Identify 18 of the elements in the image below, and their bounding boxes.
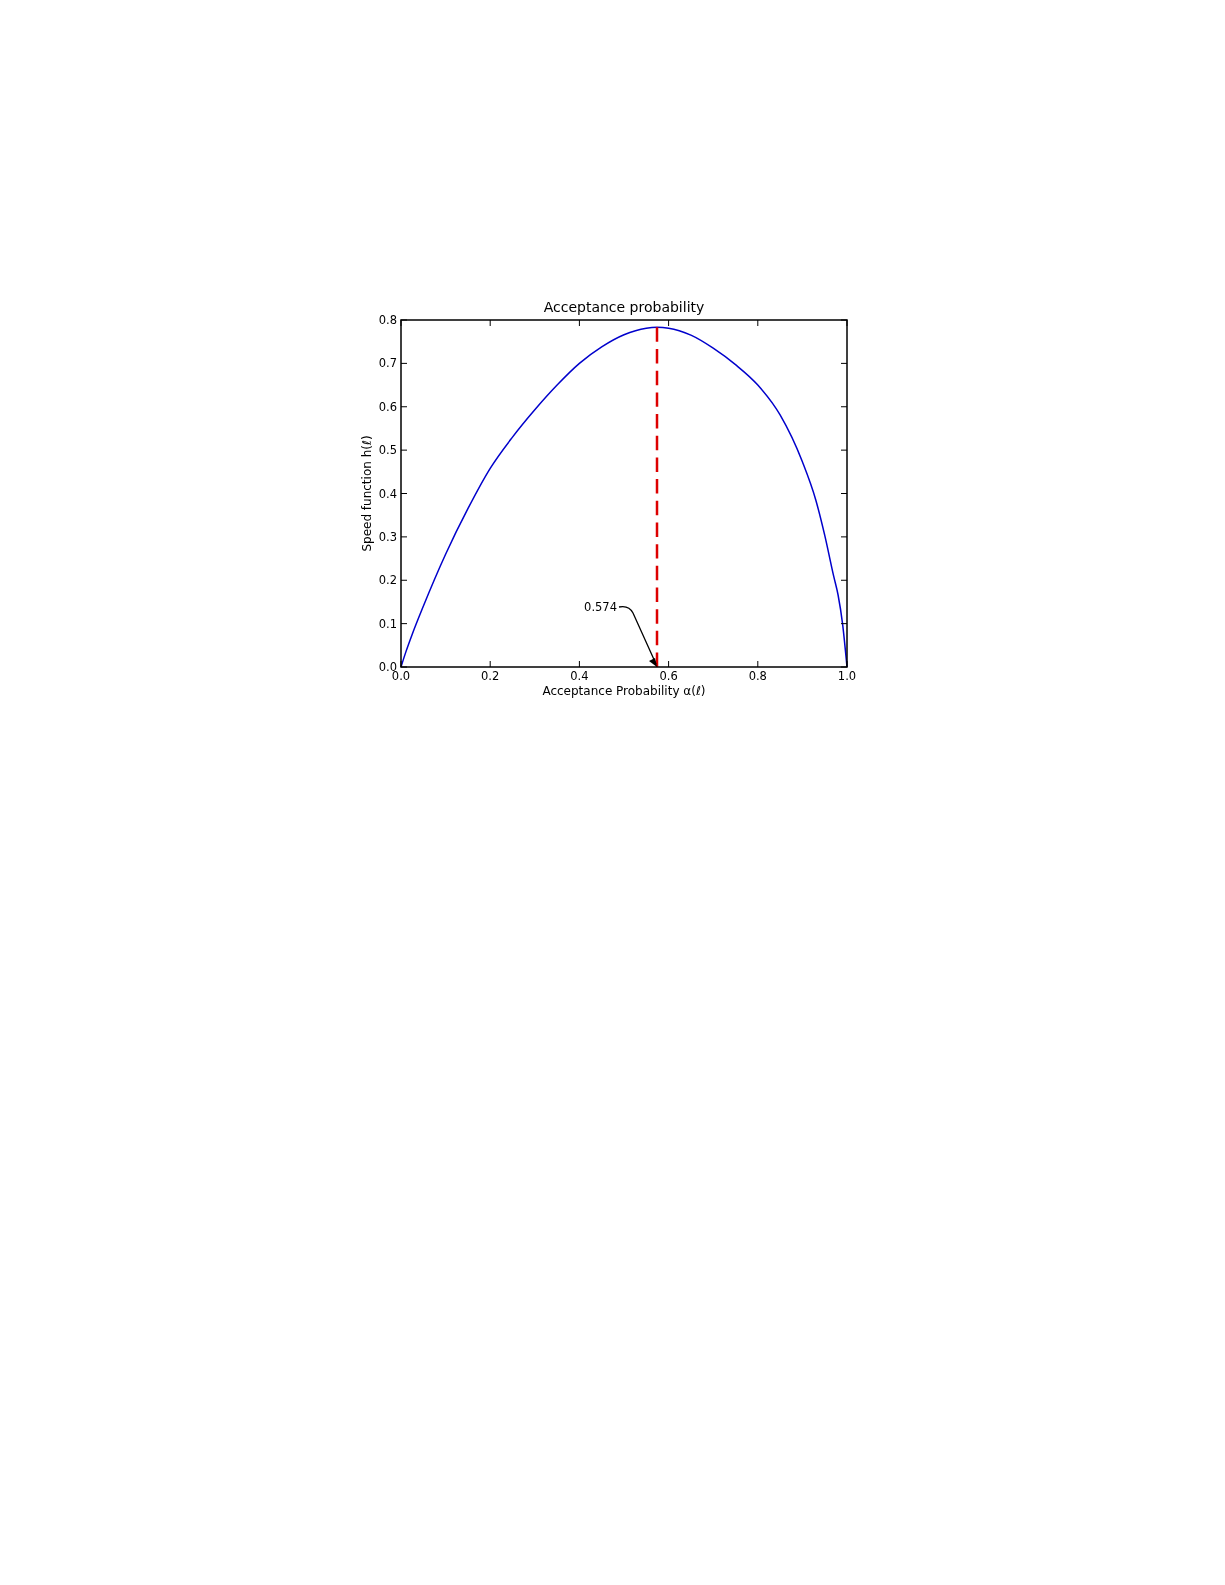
x-tick-label: 0.4 xyxy=(570,669,589,683)
line-series xyxy=(400,326,848,668)
annotation: 0.574 xyxy=(584,600,617,614)
y-tick-label: 0.3 xyxy=(378,529,397,544)
x-tick-label: 0.2 xyxy=(481,669,500,683)
y-tick-label: 0.1 xyxy=(378,616,397,631)
y-tick-label: 0.8 xyxy=(378,313,397,327)
chart-title: Acceptance probability xyxy=(543,299,705,315)
y-tick-label: 0.2 xyxy=(378,573,397,588)
x-tick-label: 0.8 xyxy=(748,669,767,683)
x-tick-label: 1.0 xyxy=(837,669,857,683)
y-tick-label: 0.4 xyxy=(378,486,397,501)
x-tick-label: 0.6 xyxy=(659,669,678,683)
y-axis-title: Speed function h(ℓ) xyxy=(360,435,374,552)
y-tick-label: 0.5 xyxy=(378,443,397,458)
x-axis-title: Acceptance Probability α(ℓ) xyxy=(542,684,706,698)
y-tick-label: 0.6 xyxy=(378,399,397,414)
y-tick-label: 0.7 xyxy=(378,356,397,371)
